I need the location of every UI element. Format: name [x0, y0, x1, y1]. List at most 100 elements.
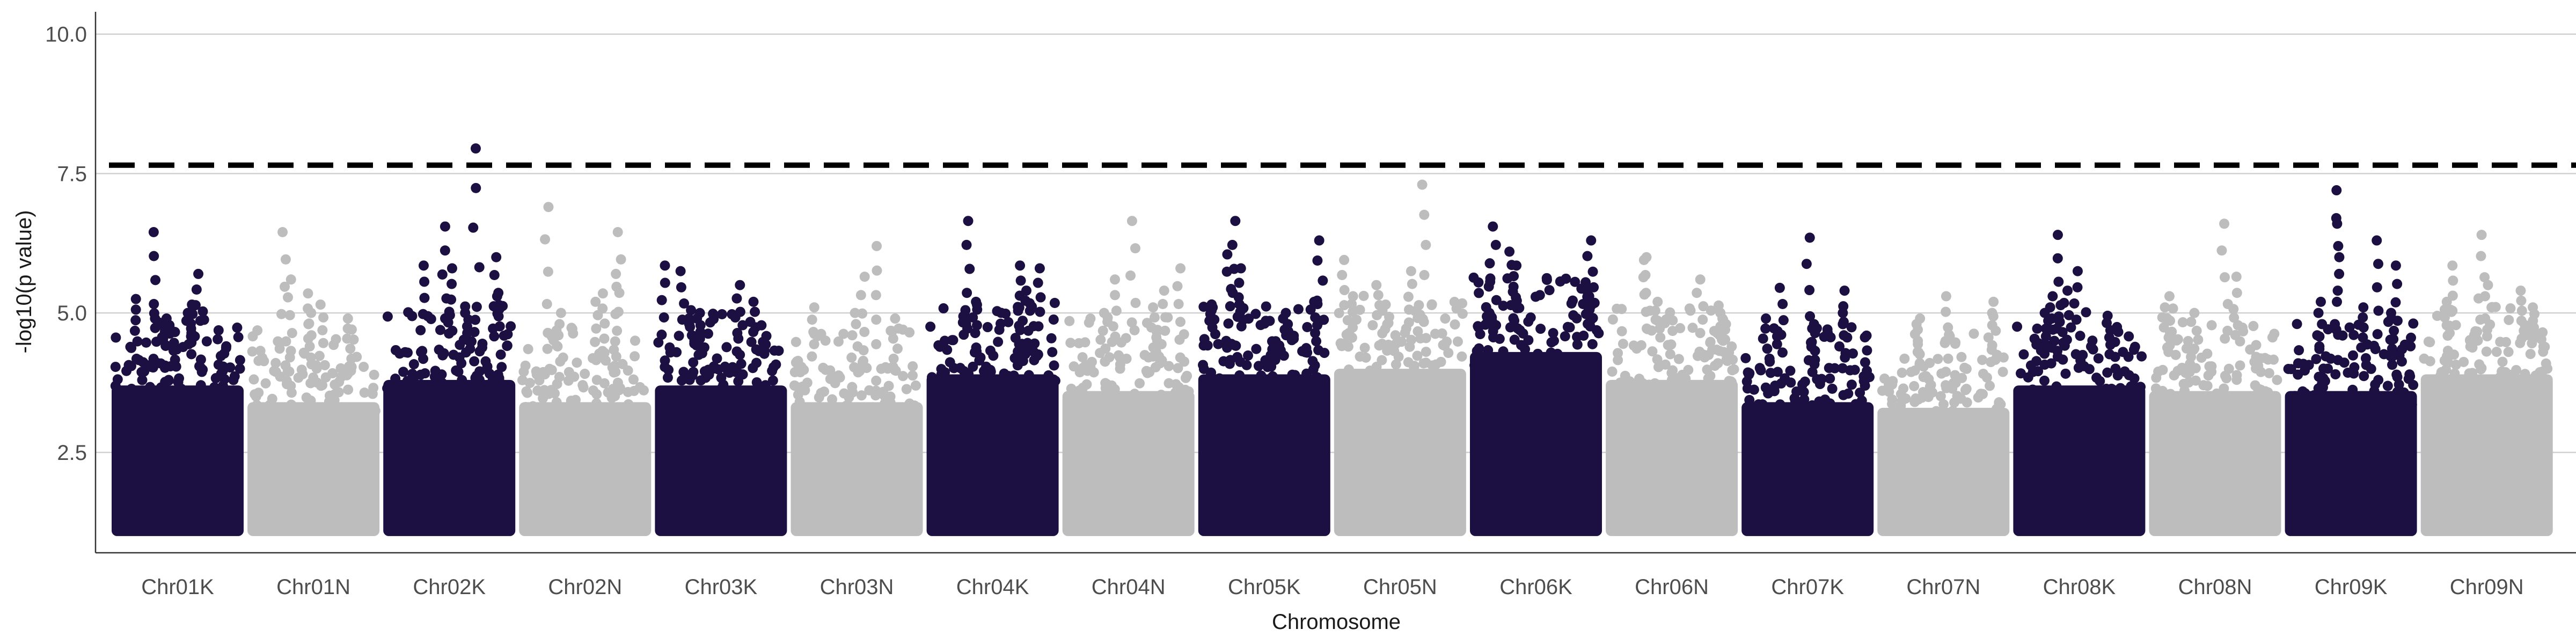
snp-point [1439, 375, 1450, 386]
snp-point [1373, 290, 1384, 301]
snp-point [2294, 345, 2304, 356]
snp-point [2094, 397, 2105, 407]
snp-point [437, 350, 448, 361]
snp-point [286, 346, 296, 356]
snp-point [1047, 347, 1058, 357]
snp-point [2272, 375, 2282, 385]
snp-point [195, 380, 206, 391]
snp-point [358, 362, 369, 372]
chromosome-band [1741, 402, 1874, 536]
snp-peak-point [193, 268, 204, 279]
snp-point [305, 352, 316, 363]
snp-point [164, 375, 174, 386]
snp-point [408, 359, 419, 370]
snp-point [444, 310, 455, 320]
snp-point [2427, 376, 2438, 386]
snp-point [469, 356, 480, 367]
snp-point [1413, 326, 1423, 336]
snp-peak-point [2072, 266, 2083, 276]
snp-point [2382, 380, 2393, 391]
snp-point [2390, 297, 2401, 308]
snp-point [2397, 401, 2408, 412]
snp-point [447, 279, 457, 289]
snp-point [2286, 364, 2296, 375]
snp-point [2032, 323, 2043, 334]
snp-point [2157, 386, 2168, 397]
snp-point [833, 336, 844, 347]
snp-point [1115, 352, 1125, 363]
snp-point [1825, 332, 1836, 342]
snp-point [1706, 305, 1716, 316]
snp-point [580, 369, 590, 379]
snp-point [1941, 380, 1951, 391]
snp-point [1899, 353, 1910, 364]
snp-point [419, 292, 430, 303]
snp-point [2504, 314, 2514, 325]
snp-point [772, 386, 782, 397]
snp-point [1765, 368, 1776, 378]
snp-peak-point [971, 296, 982, 307]
snp-point [2392, 279, 2403, 289]
snp-point [312, 377, 323, 388]
snp-point [2332, 296, 2343, 307]
snp-point [1839, 330, 1849, 341]
snp-point [1235, 356, 1246, 367]
snp-point [368, 383, 379, 393]
snp-point [2040, 323, 2051, 334]
snp-point [1714, 346, 1725, 356]
snp-point [2198, 380, 2209, 391]
snp-point [1029, 355, 1040, 365]
snp-point [2330, 369, 2341, 379]
snp-point [1013, 305, 1023, 316]
snp-point [201, 336, 212, 347]
snp-point [2229, 312, 2240, 323]
y-tick-label: 10.0 [45, 23, 87, 47]
snp-point [1480, 319, 1491, 330]
snp-point [301, 392, 312, 403]
snp-point [1997, 367, 2008, 377]
snp-point [2439, 312, 2450, 323]
snp-point [2516, 316, 2527, 326]
snp-peak-point [1314, 235, 1324, 246]
snp-point [2028, 392, 2038, 403]
snp-point [1687, 323, 1698, 333]
snp-point [1380, 324, 1391, 334]
snp-point [1281, 330, 1292, 341]
x-tick-label: Chr07N [1906, 575, 1980, 599]
snp-point [111, 332, 121, 343]
snp-point [1615, 377, 1626, 388]
snp-peak-point [1159, 286, 1169, 296]
snp-point [1793, 406, 1804, 417]
snp-point [1758, 333, 1768, 344]
snp-point [1548, 335, 1559, 346]
snp-point [1824, 406, 1835, 417]
snp-point [2311, 354, 2322, 364]
snp-point [495, 349, 506, 360]
snp-point [1006, 384, 1016, 395]
snp-point [1095, 334, 1106, 345]
snp-point [761, 331, 772, 341]
snp-point [1897, 368, 1907, 378]
snp-point [1799, 394, 1810, 405]
snp-point [2072, 282, 2083, 292]
snp-point [1107, 336, 1117, 347]
snp-point [1673, 354, 1684, 364]
snp-point [699, 342, 709, 353]
snp-point [1169, 400, 1180, 411]
snp-point [2183, 377, 2194, 388]
snp-point [623, 386, 633, 397]
snp-point [489, 331, 500, 342]
snp-point [286, 399, 297, 410]
snp-point [591, 398, 602, 408]
snp-point [470, 372, 481, 383]
snp-point [2526, 383, 2536, 394]
snp-point [1628, 340, 1639, 351]
snp-point [2387, 343, 2397, 354]
snp-point [1312, 255, 1323, 266]
snp-point [685, 321, 696, 332]
snp-point [1077, 352, 1088, 363]
snp-point [2162, 342, 2172, 353]
snp-point [2394, 379, 2404, 390]
snp-point [1259, 318, 1270, 329]
snp-point [502, 329, 513, 340]
